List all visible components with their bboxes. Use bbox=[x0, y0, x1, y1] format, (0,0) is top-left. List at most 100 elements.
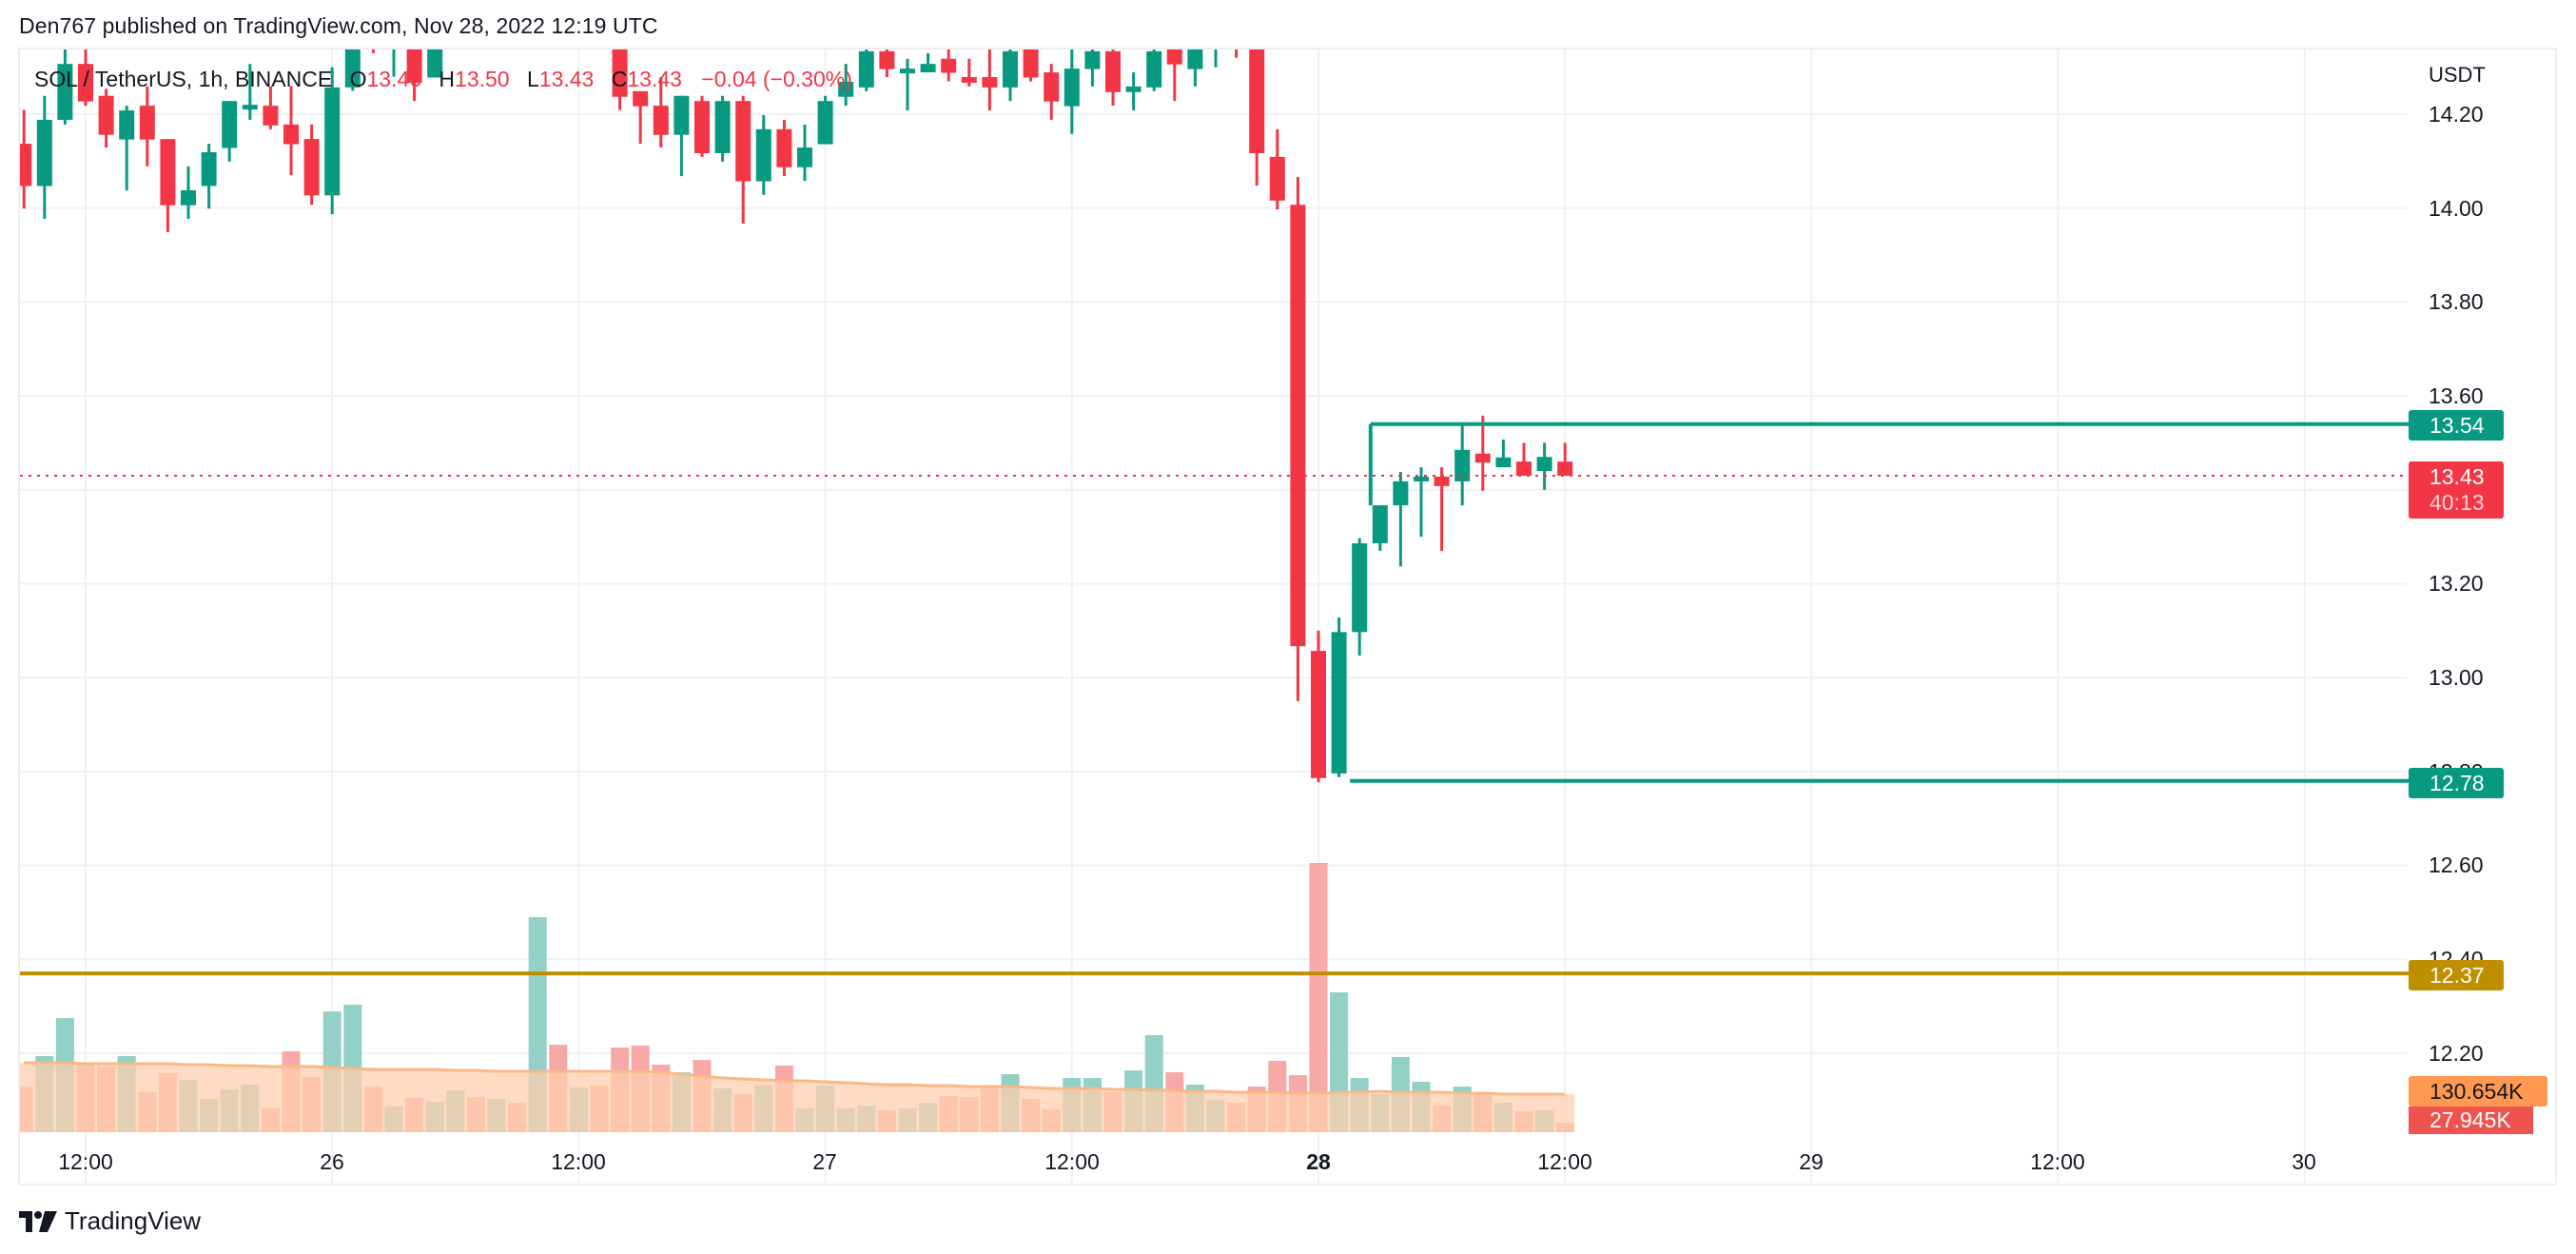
open-label: O bbox=[349, 67, 367, 91]
candle-body bbox=[1557, 461, 1573, 476]
candle-body bbox=[1290, 205, 1306, 647]
candle-body bbox=[530, 0, 545, 6]
volume-ma-area bbox=[20, 1063, 1575, 1132]
candle-body bbox=[633, 90, 649, 107]
candle-body bbox=[776, 128, 792, 167]
low-label: L bbox=[527, 67, 539, 91]
high-label: H bbox=[439, 67, 456, 91]
candle-body bbox=[386, 10, 401, 39]
candle-body bbox=[1125, 86, 1142, 92]
candle-body bbox=[20, 144, 32, 186]
candle-body bbox=[119, 110, 135, 140]
candle-body bbox=[222, 101, 238, 148]
candle-body bbox=[1495, 457, 1512, 468]
publisher-credit: Den767 published on TradingView.com, Nov… bbox=[19, 13, 658, 38]
candle-body bbox=[510, 0, 525, 6]
time-label: 29 bbox=[1799, 1149, 1824, 1174]
time-label: 28 bbox=[1306, 1149, 1331, 1174]
price-tick: 12.20 bbox=[2429, 1041, 2484, 1066]
candle-body bbox=[1044, 72, 1060, 102]
candle-body bbox=[1064, 69, 1080, 107]
price-tick: 13.20 bbox=[2429, 571, 2484, 596]
price-axis-currency: USDT bbox=[2429, 63, 2486, 87]
time-label: 12:00 bbox=[2030, 1149, 2085, 1174]
candle-body bbox=[139, 106, 155, 140]
time-label: 12:00 bbox=[58, 1149, 113, 1174]
candle-body bbox=[57, 64, 73, 120]
candle-body bbox=[1474, 453, 1491, 463]
candle-body bbox=[1003, 50, 1018, 88]
candle-body bbox=[612, 49, 628, 97]
candle-body bbox=[1331, 632, 1347, 774]
candle-body bbox=[714, 101, 731, 153]
tradingview-wordmark: TradingView bbox=[65, 1206, 202, 1235]
candle-body bbox=[755, 128, 771, 182]
close-value: 13.43 bbox=[627, 67, 682, 91]
high-value: 13.50 bbox=[455, 67, 510, 91]
candle-body bbox=[838, 81, 854, 97]
time-label: 12:00 bbox=[1044, 1149, 1100, 1174]
candle-body bbox=[961, 77, 977, 83]
time-label: 12:00 bbox=[551, 1149, 606, 1174]
price-tick: 14.20 bbox=[2429, 102, 2484, 127]
tradingview-logo[interactable]: TradingView bbox=[19, 1206, 201, 1236]
candle-body bbox=[406, 49, 422, 83]
candle-body bbox=[427, 49, 443, 78]
candle-body bbox=[1229, 25, 1244, 39]
tradingview-logo-icon bbox=[19, 1210, 57, 1232]
candle-body bbox=[1516, 461, 1532, 476]
candle-body bbox=[1536, 457, 1552, 472]
candle-body bbox=[181, 189, 196, 206]
price-tick: 13.00 bbox=[2429, 665, 2484, 690]
symbol-title[interactable]: SOL / TetherUS, 1h, BINANCE bbox=[34, 67, 333, 91]
candle-body bbox=[1311, 651, 1326, 778]
candle-body bbox=[694, 101, 710, 153]
volume-ma-line bbox=[24, 1061, 1566, 1096]
bar-countdown: 40:13 bbox=[2430, 490, 2485, 515]
candle-body bbox=[673, 95, 690, 135]
candle-body bbox=[78, 64, 93, 102]
candle-body bbox=[283, 124, 299, 145]
support-price-tag: 12.78 bbox=[2409, 768, 2504, 798]
volume-bar bbox=[1309, 863, 1328, 1132]
volume-ma-tag: 130.654K bbox=[2409, 1076, 2547, 1107]
candle-body bbox=[1434, 476, 1450, 486]
candle-body bbox=[982, 77, 998, 88]
candle-body bbox=[324, 87, 341, 196]
time-label: 12:00 bbox=[1537, 1149, 1592, 1174]
candle-body bbox=[1187, 49, 1203, 69]
candle-body bbox=[1105, 50, 1121, 92]
candle-body bbox=[1372, 505, 1388, 544]
level-price-tag: 12.37 bbox=[2409, 960, 2504, 990]
candle-body bbox=[817, 101, 833, 145]
last-price-value: 13.43 bbox=[2430, 464, 2485, 489]
candle-body bbox=[735, 101, 751, 182]
candle-body bbox=[941, 58, 957, 73]
candle-body bbox=[489, 0, 504, 10]
candle-body bbox=[1084, 50, 1101, 69]
candle-body bbox=[1393, 480, 1409, 506]
candle-body bbox=[36, 119, 52, 186]
candle-body bbox=[920, 64, 936, 73]
candle-body bbox=[571, 2, 586, 16]
candle-body bbox=[263, 106, 279, 126]
candle-body bbox=[592, 2, 607, 30]
candle-body bbox=[653, 106, 669, 135]
volume-tag: 27.945K bbox=[2409, 1107, 2533, 1134]
change-value: −0.04 (−0.30%) bbox=[701, 67, 852, 91]
candle-body bbox=[1269, 156, 1285, 201]
candle-body bbox=[201, 151, 217, 186]
time-label: 30 bbox=[2292, 1149, 2316, 1174]
price-tick: 14.00 bbox=[2429, 196, 2484, 221]
price-tick: 13.80 bbox=[2429, 289, 2484, 314]
candle-body bbox=[242, 105, 258, 110]
candle-body bbox=[1166, 49, 1182, 65]
candle-body bbox=[98, 95, 114, 135]
candle-body bbox=[1146, 50, 1162, 88]
low-value: 13.43 bbox=[538, 67, 595, 91]
candle-body bbox=[1208, 25, 1223, 49]
candle-body bbox=[900, 69, 915, 74]
chart-frame bbox=[18, 48, 2557, 1185]
candle-body bbox=[365, 10, 381, 29]
